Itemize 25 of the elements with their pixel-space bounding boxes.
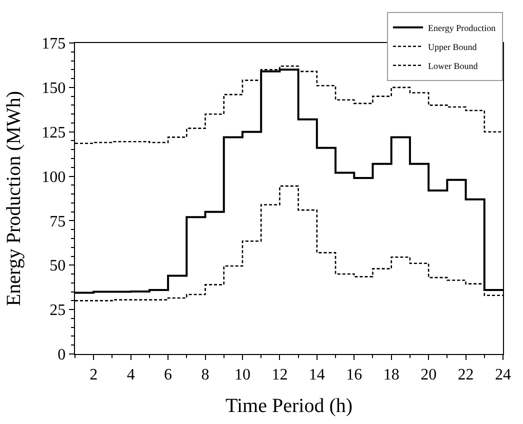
x-tick-label: 24 <box>495 366 511 384</box>
x-tick-label: 4 <box>126 366 135 384</box>
y-tick-label: 175 <box>42 36 66 53</box>
x-tick-label: 14 <box>308 366 325 384</box>
x-tick-label: 2 <box>90 366 98 384</box>
y-tick-label: 125 <box>42 124 66 142</box>
y-tick-label: 50 <box>50 258 66 275</box>
y-tick-label: 100 <box>42 168 66 186</box>
x-tick-label: 18 <box>383 366 400 384</box>
y-axis-title: Energy Production (MWh) <box>3 90 26 306</box>
x-tick-label: 10 <box>234 366 250 384</box>
legend-label: Energy Production <box>428 22 496 33</box>
y-tick-label: 25 <box>50 302 66 320</box>
x-tick-label: 8 <box>201 366 210 384</box>
x-tick-label: 16 <box>346 366 362 384</box>
y-tick-label: 150 <box>42 80 66 98</box>
x-tick-label: 12 <box>272 366 288 384</box>
x-tick-label: 20 <box>420 366 437 384</box>
y-tick-label: 0 <box>58 346 66 364</box>
legend-label: Upper Bound <box>428 42 478 52</box>
x-axis-title: Time Period (h) <box>225 394 353 417</box>
x-tick-label: 22 <box>458 366 474 384</box>
legend-label: Lower Bound <box>428 60 478 71</box>
y-tick-label: 75 <box>50 213 66 230</box>
x-tick-label: 6 <box>164 366 172 384</box>
